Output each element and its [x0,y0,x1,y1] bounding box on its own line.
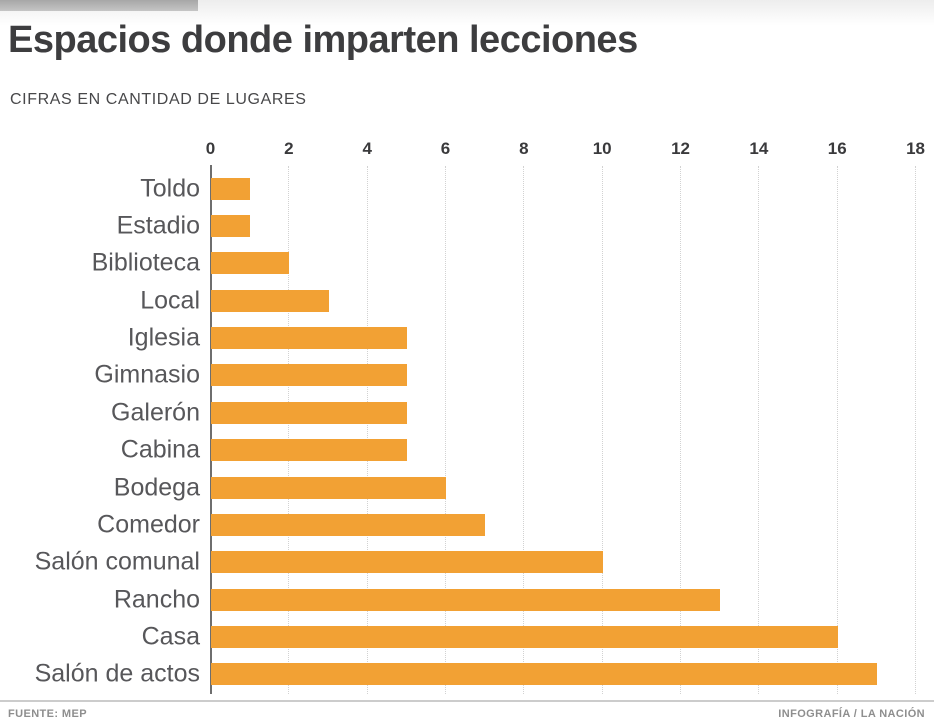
y-axis-line [209,165,212,694]
x-axis-labels: 0 2 4 6 8 10 12 14 16 18 [0,139,934,159]
chart-row: Biblioteca [0,245,934,282]
bar [211,401,407,424]
category-label: Cabina [120,435,200,464]
bar [211,327,407,350]
category-label: Biblioteca [91,248,200,277]
category-label: Toldo [140,174,200,203]
chart-row: Rancho [0,581,934,618]
x-tick-label: 12 [671,139,690,158]
bar [211,364,407,387]
x-tick-label: 18 [906,139,926,158]
footer: FUENTE: MEP INFOGRAFÍA / LA NACIÓN [0,700,934,720]
chart-row: Iglesia [0,319,934,356]
category-label: Salón comunal [34,547,200,576]
category-label: Casa [141,622,200,651]
x-tick-label: 6 [440,139,451,158]
chart-row: Salón de actos [0,656,934,693]
bar [211,439,407,462]
chart-row: Salón comunal [0,544,934,581]
source-note: FUENTE: MEP [8,708,87,720]
chart-row: Local [0,282,934,319]
bar [211,289,329,312]
x-tick-label: 16 [827,139,847,158]
gridline [680,166,682,694]
bar [211,215,251,238]
gridline [366,166,368,694]
gridline [523,166,525,694]
category-label: Iglesia [127,323,200,352]
bar [211,551,603,574]
bar [211,476,447,499]
category-label: Rancho [113,585,200,614]
gridline [758,166,760,694]
x-tick-label: 4 [362,139,372,158]
category-label: Galerón [111,398,200,427]
gridline [445,166,447,694]
chart-row: Gimnasio [0,357,934,394]
category-label: Salón de actos [34,659,200,688]
page-title: Espacios donde imparten lecciones [8,19,638,61]
x-tick-label: 8 [519,139,529,158]
gridline [601,166,603,694]
bar [211,625,838,648]
chart-row: Estadio [0,207,934,244]
top-gray-strip [0,0,198,11]
category-label: Local [140,286,200,315]
bar [211,252,290,275]
chart-row: Galerón [0,394,934,431]
credit-note: INFOGRAFÍA / LA NACIÓN [778,708,925,720]
category-label: Comedor [97,510,200,539]
gridline [915,166,917,694]
bar [211,663,877,686]
chart-row: Comedor [0,506,934,543]
chart-row: Bodega [0,469,934,506]
bar [211,513,486,536]
gridline [288,166,290,694]
top-gradient-band [0,0,934,30]
x-tick-label: 0 [205,139,216,158]
x-tick-label: 10 [592,139,612,158]
chart-subtitle: CIFRAS EN CANTIDAD DE LUGARES [10,91,307,108]
chart-rows: Toldo Estadio Biblioteca Local Iglesia Gimnas… [0,170,934,693]
chart-row: Casa [0,618,934,655]
category-label: Estadio [116,211,200,240]
x-tick-label: 14 [749,139,769,158]
gridline [836,166,838,694]
bar [211,177,251,200]
chart-row: Toldo [0,170,934,207]
category-label: Gimnasio [94,360,200,389]
bar [211,588,721,611]
category-label: Bodega [113,473,200,502]
x-tick-label: 2 [284,139,294,158]
chart-row: Cabina [0,432,934,469]
